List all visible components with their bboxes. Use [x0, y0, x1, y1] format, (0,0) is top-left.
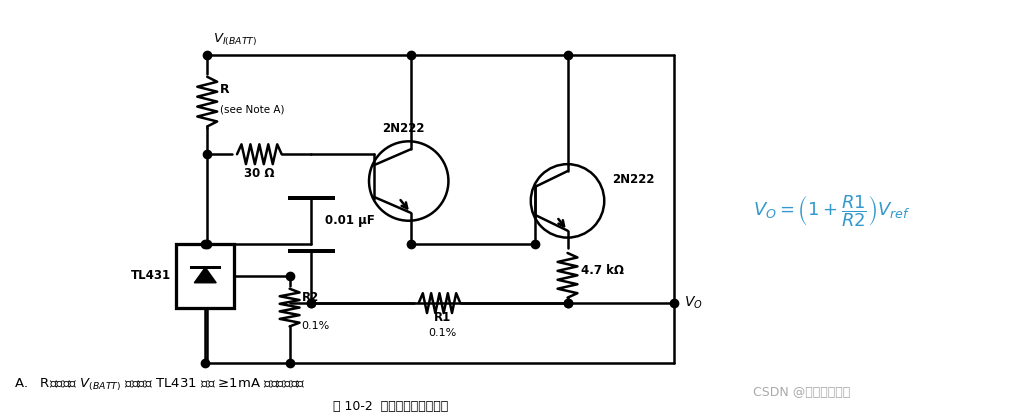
Text: 2N222: 2N222: [382, 122, 425, 135]
Text: 30 Ω: 30 Ω: [244, 167, 274, 180]
FancyBboxPatch shape: [177, 243, 234, 308]
Text: 0.01 μF: 0.01 μF: [325, 214, 375, 227]
Polygon shape: [195, 267, 216, 283]
Text: 2N222: 2N222: [612, 173, 655, 186]
Text: TL431: TL431: [130, 269, 171, 282]
Text: $V_O = \left(1 + \dfrac{R1}{R2}\right) V_{ref}$: $V_O = \left(1 + \dfrac{R1}{R2}\right) V…: [753, 193, 910, 229]
Text: R1: R1: [434, 311, 451, 324]
Text: (see Note A): (see Note A): [220, 104, 285, 114]
Text: $V_O$: $V_O$: [684, 295, 702, 311]
Text: 0.1%: 0.1%: [302, 322, 330, 332]
Text: 0.1%: 0.1%: [429, 328, 457, 338]
Text: A.   R应在最低 $V_{(BATT)}$ 情况下向 TL431 提供 ≥1mA 的阴极电流。: A. R应在最低 $V_{(BATT)}$ 情况下向 TL431 提供 ≥1mA…: [14, 376, 306, 393]
Text: $V_{I(BATT)}$: $V_{I(BATT)}$: [213, 32, 257, 48]
Text: R2: R2: [302, 291, 319, 304]
Text: 4.7 kΩ: 4.7 kΩ: [581, 264, 625, 277]
Text: CSDN @一口吃俩胖子: CSDN @一口吃俩胖子: [753, 386, 851, 399]
Text: 图 10-2  精密大电流稳压电路: 图 10-2 精密大电流稳压电路: [333, 400, 448, 413]
Text: R: R: [220, 83, 230, 96]
